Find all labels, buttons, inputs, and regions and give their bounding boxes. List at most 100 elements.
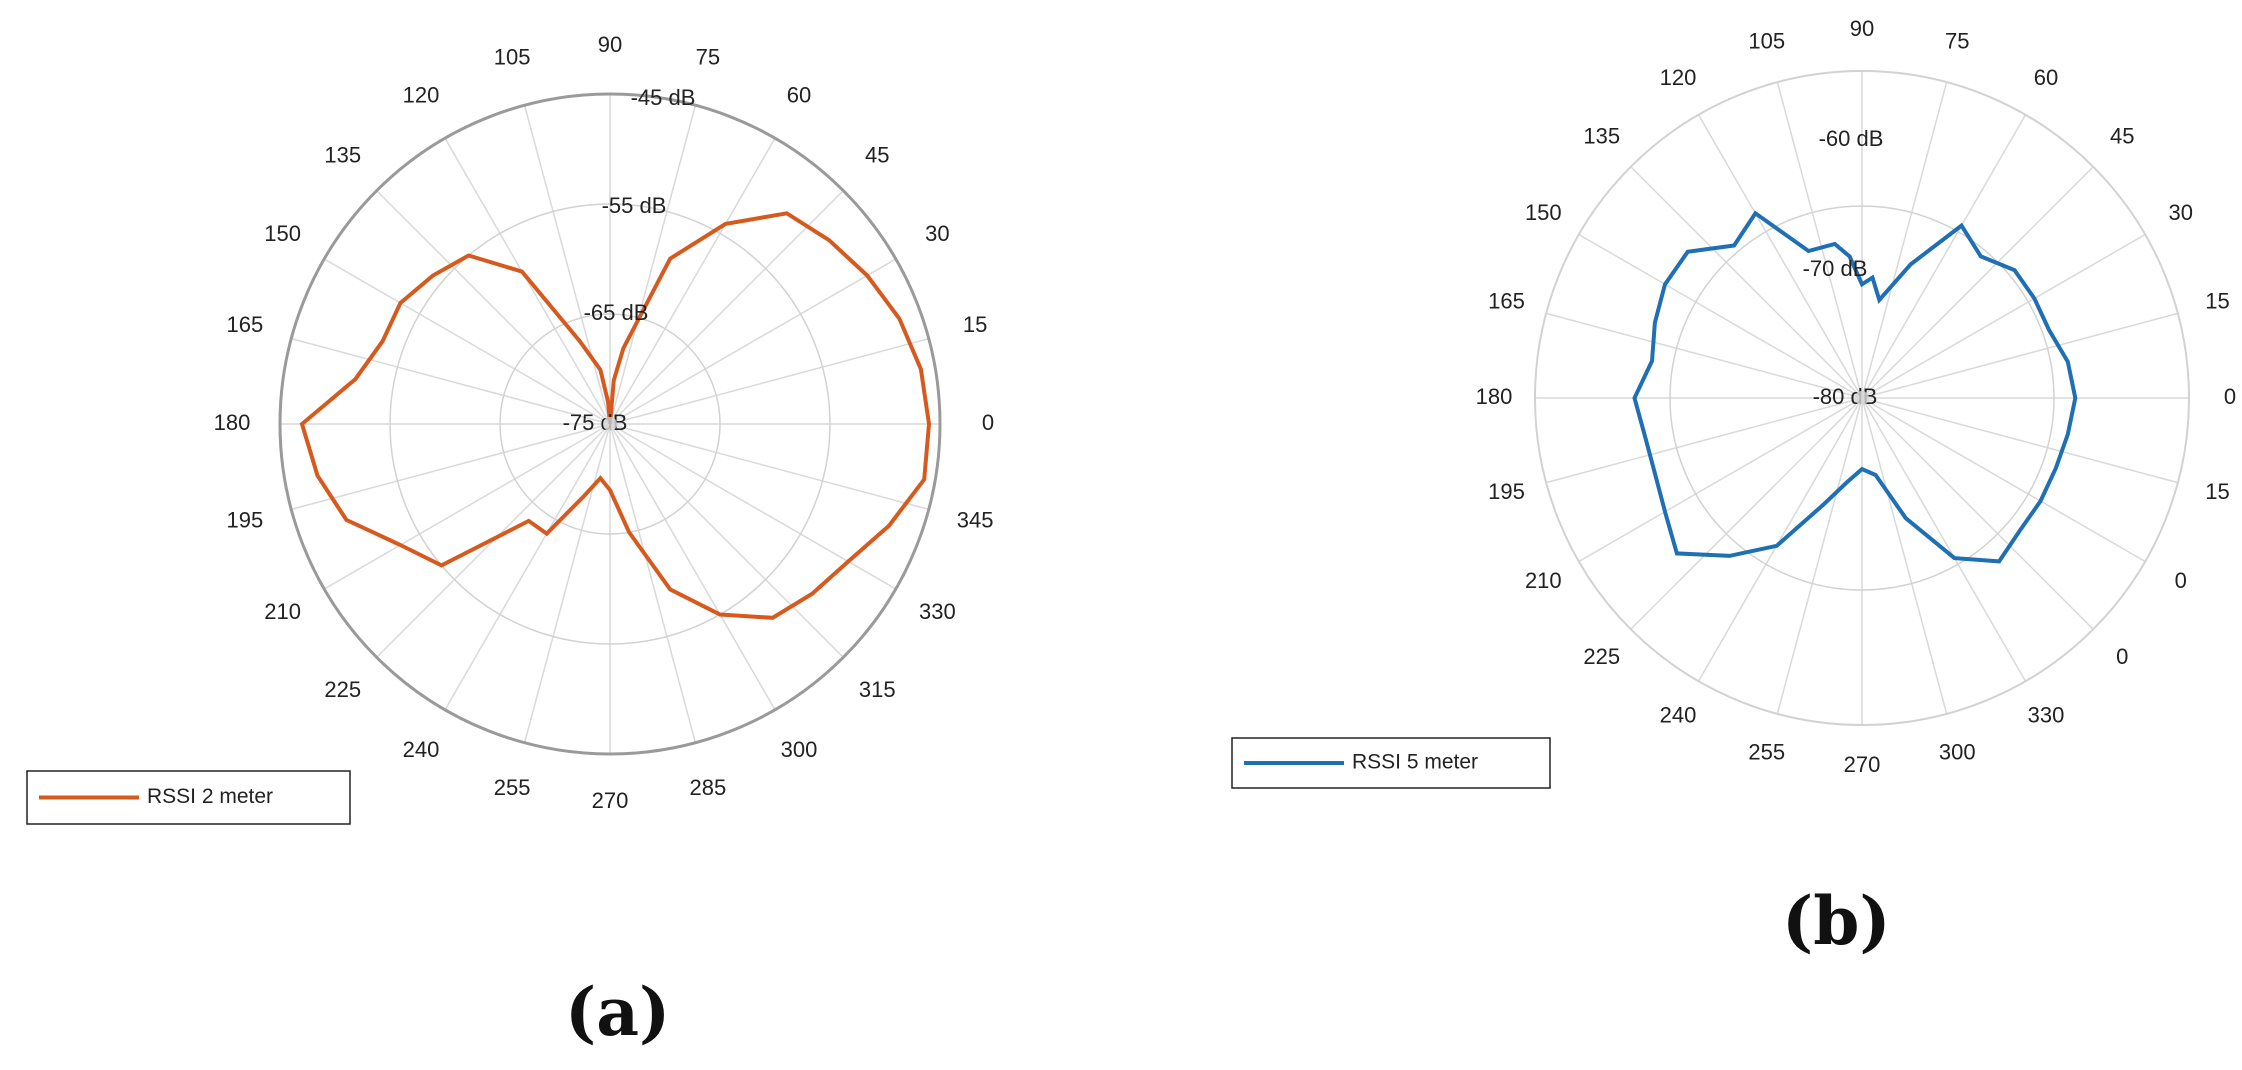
angle-tick-label: 255 [1748, 739, 1785, 764]
angle-tick-label: 15 [963, 312, 987, 337]
angle-tick-label: 15 [2205, 479, 2229, 504]
radial-tick-label: -70 dB [1803, 256, 1868, 281]
legend-label: RSSI 5 meter [1352, 751, 1478, 774]
grid-spoke [291, 337, 611, 425]
radial-tick-label: -55 dB [602, 193, 667, 218]
grid-spoke [1545, 397, 1863, 484]
angle-tick-label: 30 [2168, 200, 2192, 225]
grid-spoke [1776, 81, 1863, 399]
grid-spoke [523, 423, 611, 743]
grid-spoke [376, 190, 611, 425]
angle-tick-label: 75 [1945, 28, 1969, 53]
angle-tick-label: 0 [982, 410, 994, 435]
center-hub [1855, 391, 1869, 405]
angle-tick-label: 90 [598, 32, 622, 57]
angle-tick-label: 330 [919, 599, 956, 624]
grid-spoke [1861, 81, 1948, 399]
radial-tick-label: -65 dB [584, 300, 649, 325]
grid-spoke [444, 423, 611, 711]
grid-spoke [1861, 397, 1948, 715]
angle-tick-label: 105 [1748, 28, 1785, 53]
grid-spoke [609, 190, 844, 425]
angle-tick-label: 270 [592, 788, 629, 813]
angle-tick-label: 105 [494, 45, 531, 70]
grid-spoke [1697, 114, 1863, 399]
radial-tick-label: -45 dB [631, 85, 696, 110]
angle-tick-label: 165 [227, 312, 264, 337]
angle-tick-label: 330 [2028, 703, 2065, 728]
grid-spoke [1861, 397, 2179, 484]
angle-tick-label: 195 [1488, 479, 1525, 504]
angle-tick-label: 60 [2034, 65, 2058, 90]
grid-spoke [1545, 312, 1863, 399]
angle-tick-label: 180 [214, 410, 251, 435]
angle-tick-label: 315 [859, 677, 896, 702]
angle-tick-label: 150 [1525, 200, 1562, 225]
angle-tick-label: 195 [227, 508, 264, 533]
grid-spoke [1861, 114, 2027, 399]
angle-tick-label: 225 [324, 677, 361, 702]
angle-tick-label: 165 [1488, 289, 1525, 314]
angle-tick-label: 120 [1660, 65, 1697, 90]
angle-tick-label: 180 [1476, 384, 1513, 409]
angle-tick-label: 150 [264, 221, 301, 246]
grid-spoke [609, 423, 776, 711]
grid-spoke [1630, 397, 1863, 630]
grid-spoke [323, 258, 611, 425]
grid-spoke [1630, 166, 1863, 399]
grid-ring [389, 203, 831, 645]
radial-tick-label: -60 dB [1819, 126, 1884, 151]
grid-spoke [323, 423, 611, 590]
grid-spoke [1697, 397, 1863, 682]
angle-tick-label: 60 [787, 82, 811, 107]
angle-tick-label: 240 [1660, 703, 1697, 728]
angle-tick-label: 90 [1850, 16, 1874, 41]
grid-spoke [609, 337, 929, 425]
angle-tick-label: 15 [2205, 289, 2229, 314]
grid-spoke [1861, 397, 2027, 682]
angle-tick-label: 285 [689, 775, 726, 800]
grid-spoke [523, 105, 611, 425]
polar-chart-b: 9075604530150150033030027025524022521019… [1231, 16, 2236, 960]
grid-ring [499, 313, 721, 535]
angle-tick-label: 0 [2175, 568, 2187, 593]
polar-chart-a: 9075604530150345330315300285270255240225… [26, 32, 994, 1051]
outer-ring [278, 92, 942, 756]
angle-tick-label: 135 [324, 143, 361, 168]
grid-spoke [1776, 397, 1863, 715]
legend-label: RSSI 2 meter [147, 785, 273, 808]
angle-tick-label: 75 [696, 45, 720, 70]
radial-tick-label: -75 dB [563, 410, 628, 435]
angle-tick-label: 300 [1939, 739, 1976, 764]
angle-tick-label: 45 [865, 143, 889, 168]
angle-tick-label: 240 [403, 737, 440, 762]
angle-tick-label: 0 [2224, 384, 2236, 409]
angle-tick-label: 120 [403, 82, 440, 107]
grid-spoke [1861, 397, 2094, 630]
angle-tick-label: 300 [781, 737, 818, 762]
grid-spoke [1861, 166, 2094, 399]
grid-spoke [1861, 312, 2179, 399]
grid-spoke [609, 423, 697, 743]
angle-tick-label: 210 [264, 599, 301, 624]
grid-spoke [291, 423, 611, 511]
grid-spoke [1578, 397, 1863, 563]
grid-spoke [609, 423, 844, 658]
angle-tick-label: 30 [925, 221, 949, 246]
panel-label: (a) [565, 973, 670, 1051]
grid-spoke [609, 137, 776, 425]
angle-tick-label: 135 [1583, 124, 1620, 149]
grid-spoke [1578, 233, 1863, 399]
outer-ring [1534, 70, 2190, 726]
angle-tick-label: 0 [2116, 644, 2128, 669]
grid-ring [1669, 205, 2055, 591]
angle-tick-label: 225 [1583, 644, 1620, 669]
angle-tick-label: 210 [1525, 568, 1562, 593]
angle-tick-label: 345 [957, 508, 994, 533]
grid-spoke [609, 423, 929, 511]
angle-tick-label: 255 [494, 775, 531, 800]
angle-tick-label: 270 [1844, 752, 1881, 777]
center-hub [603, 417, 617, 431]
grid-spoke [1861, 397, 2146, 563]
